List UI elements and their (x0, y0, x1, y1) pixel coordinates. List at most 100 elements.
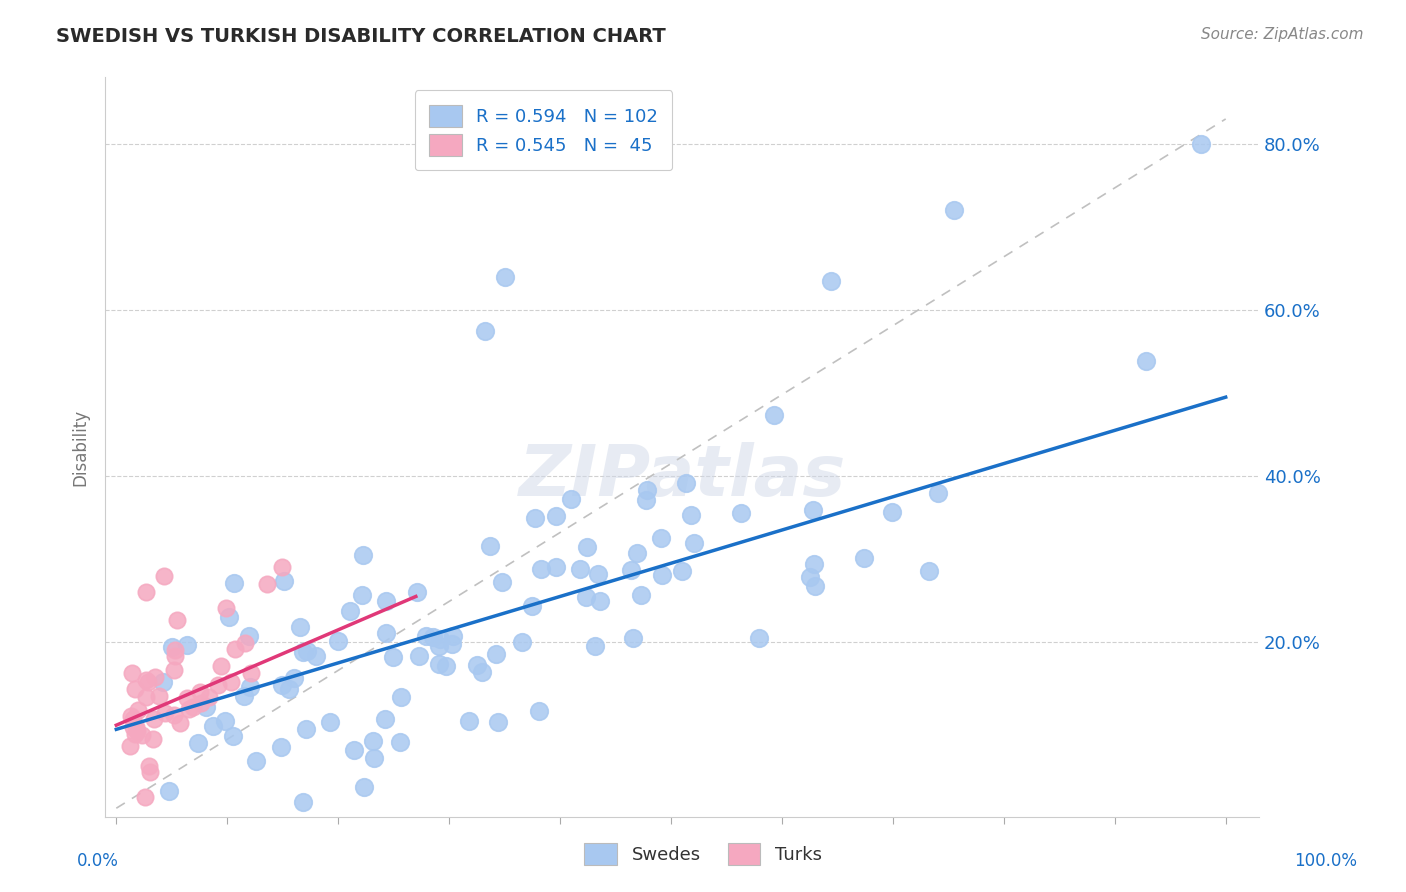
Point (588, 594, 610, 608)
Point (636, 483, 658, 497)
Text: SWEDISH VS TURKISH DISABILITY CORRELATION CHART: SWEDISH VS TURKISH DISABILITY CORRELATIO… (56, 27, 666, 45)
Point (486, 715, 509, 730)
Point (240, 666, 263, 681)
Point (169, 715, 191, 730)
Point (143, 712, 166, 726)
Point (121, 665, 143, 680)
Point (381, 649, 404, 664)
Point (682, 536, 704, 550)
Point (620, 564, 643, 578)
Point (374, 594, 396, 608)
Point (187, 736, 209, 750)
Point (763, 409, 786, 423)
Point (523, 510, 546, 524)
Point (485, 648, 508, 662)
Point (198, 690, 221, 704)
Point (176, 638, 198, 652)
Point (679, 508, 702, 522)
Point (131, 729, 153, 743)
Legend: Swedes, Turks: Swedes, Turks (578, 836, 828, 872)
Point (162, 663, 184, 677)
Y-axis label: Disability: Disability (72, 409, 89, 485)
Point (134, 789, 156, 804)
Point (853, 550, 876, 565)
Point (520, 599, 543, 614)
Point (127, 703, 149, 717)
Point (1191, 136, 1213, 151)
Point (145, 670, 167, 684)
Point (626, 546, 648, 560)
Point (343, 743, 366, 757)
Point (529, 704, 551, 718)
Point (215, 601, 238, 615)
Point (799, 570, 821, 584)
Point (188, 684, 211, 698)
Point (239, 680, 262, 694)
Point (221, 730, 243, 744)
Point (353, 780, 375, 794)
Point (319, 715, 342, 730)
Point (583, 640, 606, 654)
Point (271, 678, 294, 692)
Point (389, 735, 412, 749)
Point (429, 632, 451, 647)
Point (209, 659, 232, 673)
Point (157, 783, 180, 797)
Point (190, 696, 212, 710)
Point (471, 665, 494, 679)
Point (434, 659, 457, 673)
Point (943, 203, 966, 218)
Point (458, 714, 481, 729)
Point (544, 508, 567, 523)
Point (621, 631, 644, 645)
Point (256, 577, 278, 591)
Point (245, 754, 267, 768)
Point (465, 657, 488, 672)
Point (546, 560, 568, 574)
Point (233, 635, 256, 649)
Point (804, 579, 827, 593)
Point (494, 269, 516, 284)
Point (568, 562, 591, 576)
Point (408, 649, 430, 664)
Point (748, 631, 770, 645)
Point (142, 731, 165, 746)
Text: Source: ZipAtlas.com: Source: ZipAtlas.com (1201, 27, 1364, 42)
Point (207, 677, 229, 691)
Point (375, 626, 398, 640)
Point (166, 613, 188, 627)
Point (918, 564, 941, 578)
Point (135, 690, 157, 705)
Point (163, 648, 186, 663)
Point (118, 739, 141, 753)
Point (162, 708, 184, 723)
Point (440, 637, 463, 651)
Point (291, 645, 314, 659)
Point (135, 673, 157, 688)
Point (292, 795, 315, 809)
Point (389, 690, 412, 704)
Point (634, 493, 657, 508)
Point (224, 642, 246, 657)
Point (288, 620, 311, 634)
Point (675, 475, 697, 490)
Point (630, 588, 652, 602)
Point (176, 691, 198, 706)
Point (124, 727, 146, 741)
Point (927, 485, 949, 500)
Point (405, 585, 427, 599)
Point (443, 629, 465, 643)
Point (162, 640, 184, 654)
Point (125, 720, 148, 734)
Point (530, 562, 553, 576)
Point (122, 720, 145, 734)
Point (363, 751, 385, 765)
Point (730, 506, 752, 520)
Point (270, 739, 292, 754)
Point (232, 689, 254, 703)
Point (218, 609, 240, 624)
Point (352, 548, 374, 562)
Point (803, 557, 825, 571)
Point (294, 722, 316, 736)
Point (650, 532, 672, 546)
